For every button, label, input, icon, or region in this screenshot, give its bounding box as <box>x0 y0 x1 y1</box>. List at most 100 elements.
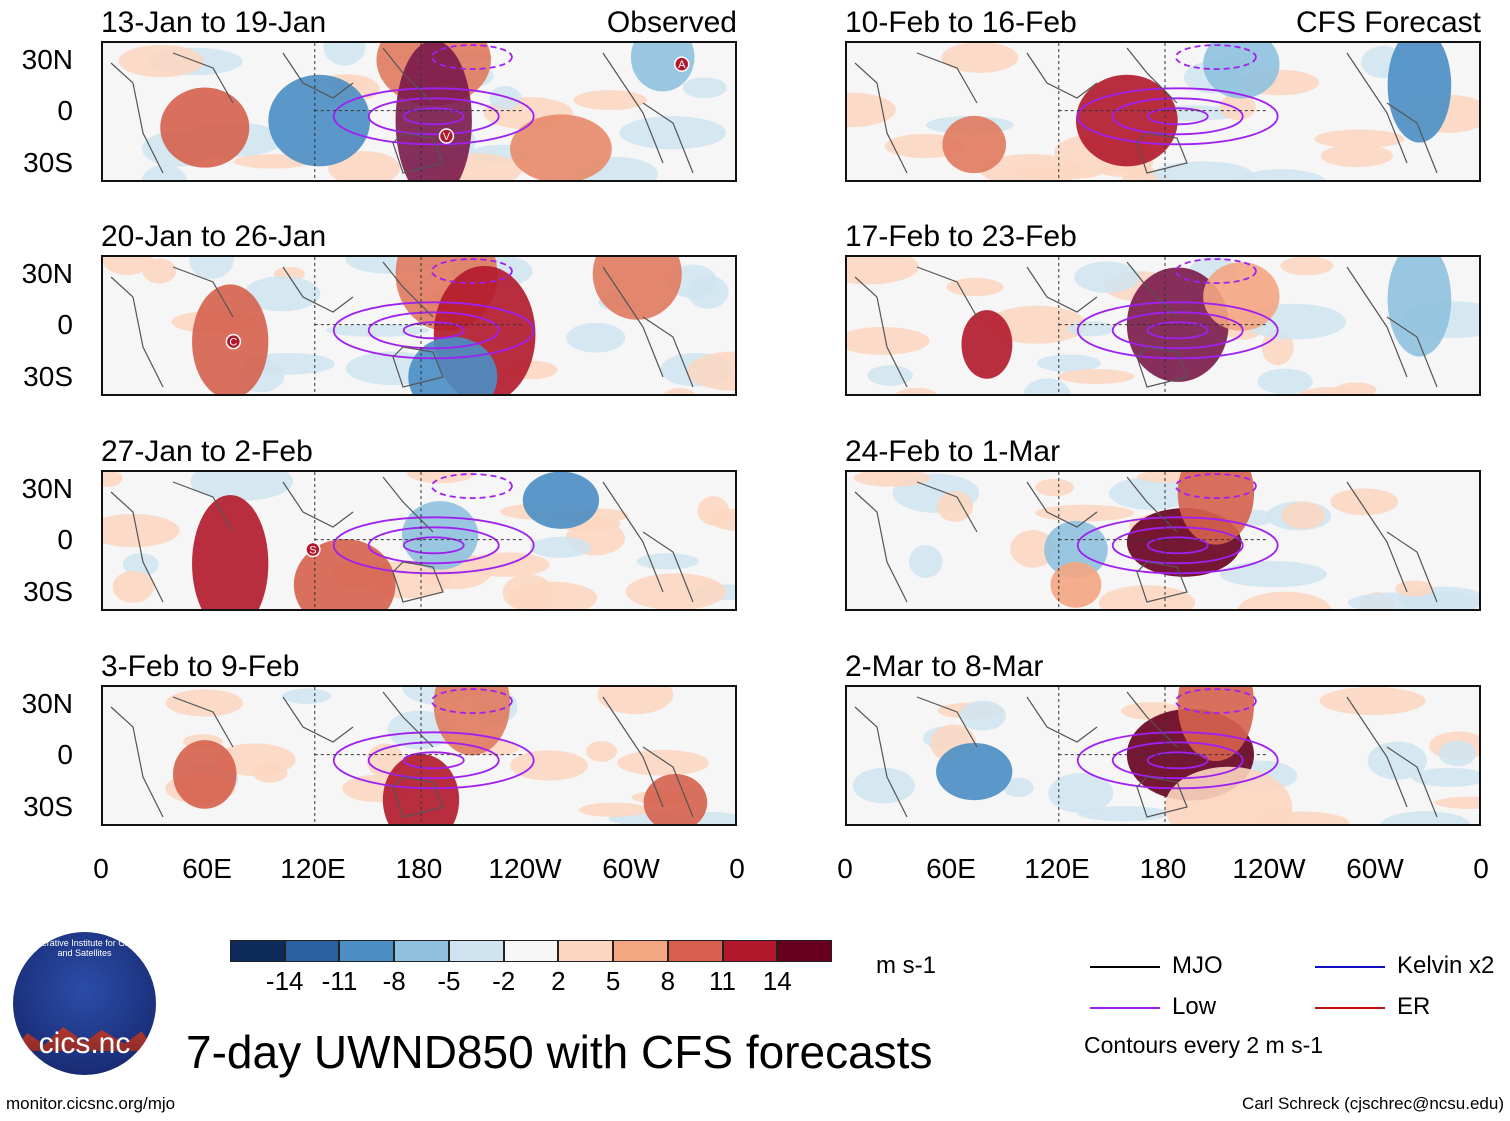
colorbar-units: m s-1 <box>876 952 936 979</box>
anomaly-patch <box>1298 387 1361 394</box>
anomaly-field: AV <box>110 43 727 180</box>
legend-label: Kelvin x2 <box>1397 952 1495 979</box>
low-contour-negative <box>1174 258 1257 285</box>
low-contour <box>1111 97 1244 136</box>
legend-swatch <box>1090 1007 1160 1009</box>
anomaly-patch <box>908 545 943 579</box>
low-contour-negative <box>1174 688 1257 715</box>
anomaly-patch <box>986 305 1087 344</box>
anomaly-patch <box>1320 144 1394 168</box>
anomaly-patch <box>510 750 588 781</box>
lon-label: 0 <box>837 853 853 884</box>
anomaly-patch <box>323 43 366 66</box>
lon-label: 60E <box>182 853 232 884</box>
anomaly-patch <box>1411 767 1479 787</box>
anomaly-patch <box>165 689 244 717</box>
anomaly-field: C <box>103 257 735 394</box>
anomaly-core <box>433 687 511 756</box>
colorbar-tick: 14 <box>762 966 792 996</box>
coastlines <box>854 691 1438 818</box>
anomaly-patch <box>103 257 153 276</box>
coastlines <box>110 691 694 818</box>
anomaly-patch <box>103 472 123 487</box>
anomaly-core <box>942 115 1006 174</box>
lon-label: 180 <box>395 853 443 884</box>
anomaly-patch <box>1152 161 1253 180</box>
svg-text:C: C <box>229 337 237 349</box>
anomaly-patch <box>1067 321 1115 337</box>
colorbar-segment <box>448 940 504 962</box>
anomaly-core <box>936 742 1013 801</box>
anomaly-patch <box>1035 504 1134 522</box>
anomaly-core <box>1177 472 1255 545</box>
colorbar-tick: -5 <box>437 966 461 996</box>
anomaly-patch <box>1434 796 1479 809</box>
anomaly-patch <box>1003 777 1034 798</box>
low-contour <box>402 107 465 126</box>
legend-swatch <box>1090 966 1160 968</box>
low-contour <box>1076 516 1279 575</box>
anomaly-patch <box>282 688 331 705</box>
coastlines <box>854 261 1438 388</box>
map-panel <box>845 41 1481 182</box>
anomaly-patch <box>1280 257 1334 276</box>
anomaly-patch <box>141 164 187 180</box>
anomaly-patch <box>936 490 973 522</box>
anomaly-core <box>395 43 472 180</box>
lat-label: 0 <box>57 95 73 126</box>
logo-text: cics.nc <box>38 1027 131 1060</box>
lon-label: 120W <box>1232 853 1306 884</box>
panel-title: 13-Jan to 19-Jan <box>101 6 327 39</box>
low-contour <box>402 321 465 340</box>
anomaly-patch <box>1314 129 1405 149</box>
panel-title: 27-Jan to 2-Feb <box>101 435 313 468</box>
anomaly-patch <box>578 802 650 818</box>
anomaly-patch <box>325 324 430 337</box>
low-contour <box>402 751 465 770</box>
anomaly-core <box>1387 43 1452 143</box>
anomaly-core <box>172 740 237 809</box>
anomaly-patch <box>941 43 1019 73</box>
coastlines <box>110 47 694 174</box>
storm-marker: C <box>225 333 242 350</box>
lon-label: 60E <box>926 853 976 884</box>
anomaly-patch <box>1010 530 1056 568</box>
low-contour-negative <box>1174 44 1257 71</box>
colorbar-tick: 11 <box>709 966 737 996</box>
colorbar-tick: 2 <box>551 966 566 996</box>
colorbar-segment <box>230 940 285 962</box>
low-contour-negative <box>1174 473 1257 500</box>
anomaly-patch <box>663 388 696 394</box>
lat-label: 30N <box>21 473 73 504</box>
anomaly-patch <box>853 472 931 487</box>
footer-url: monitor.cicsnc.org/mjo <box>6 1094 176 1113</box>
colorbar-tick: -11 <box>321 966 358 996</box>
logo-ring-text: Cooperative Institute for Climate and Sa… <box>20 938 149 958</box>
low-contour <box>1111 311 1244 350</box>
anomaly-core <box>1203 43 1280 99</box>
anomaly-field <box>847 43 1479 180</box>
storm-marker: S <box>305 541 321 558</box>
anomaly-field <box>853 472 1479 609</box>
anomaly-patch <box>1048 772 1114 813</box>
low-contour <box>1146 751 1209 770</box>
coastlines <box>854 476 1438 603</box>
anomaly-patch <box>1236 169 1326 180</box>
low-contour <box>1111 741 1244 780</box>
legend-label: Low <box>1172 993 1217 1020</box>
anomaly-patch <box>1098 585 1196 609</box>
map-panel <box>101 685 737 826</box>
anomaly-patch <box>1380 811 1471 824</box>
lon-label: 60W <box>1346 853 1404 884</box>
anomaly-patch <box>847 257 920 285</box>
anomaly-patch <box>687 351 735 391</box>
anomaly-patch <box>847 92 896 128</box>
anomaly-patch <box>625 573 726 609</box>
anomaly-core <box>160 87 250 168</box>
footer-author: Carl Schreck (cjschrec@ncsu.edu) <box>1242 1094 1504 1113</box>
anomaly-patch <box>1023 378 1072 394</box>
anomaly-core <box>1050 561 1102 608</box>
low-contour <box>1076 301 1279 360</box>
coastlines <box>110 476 694 603</box>
anomaly-patch <box>1404 591 1479 609</box>
